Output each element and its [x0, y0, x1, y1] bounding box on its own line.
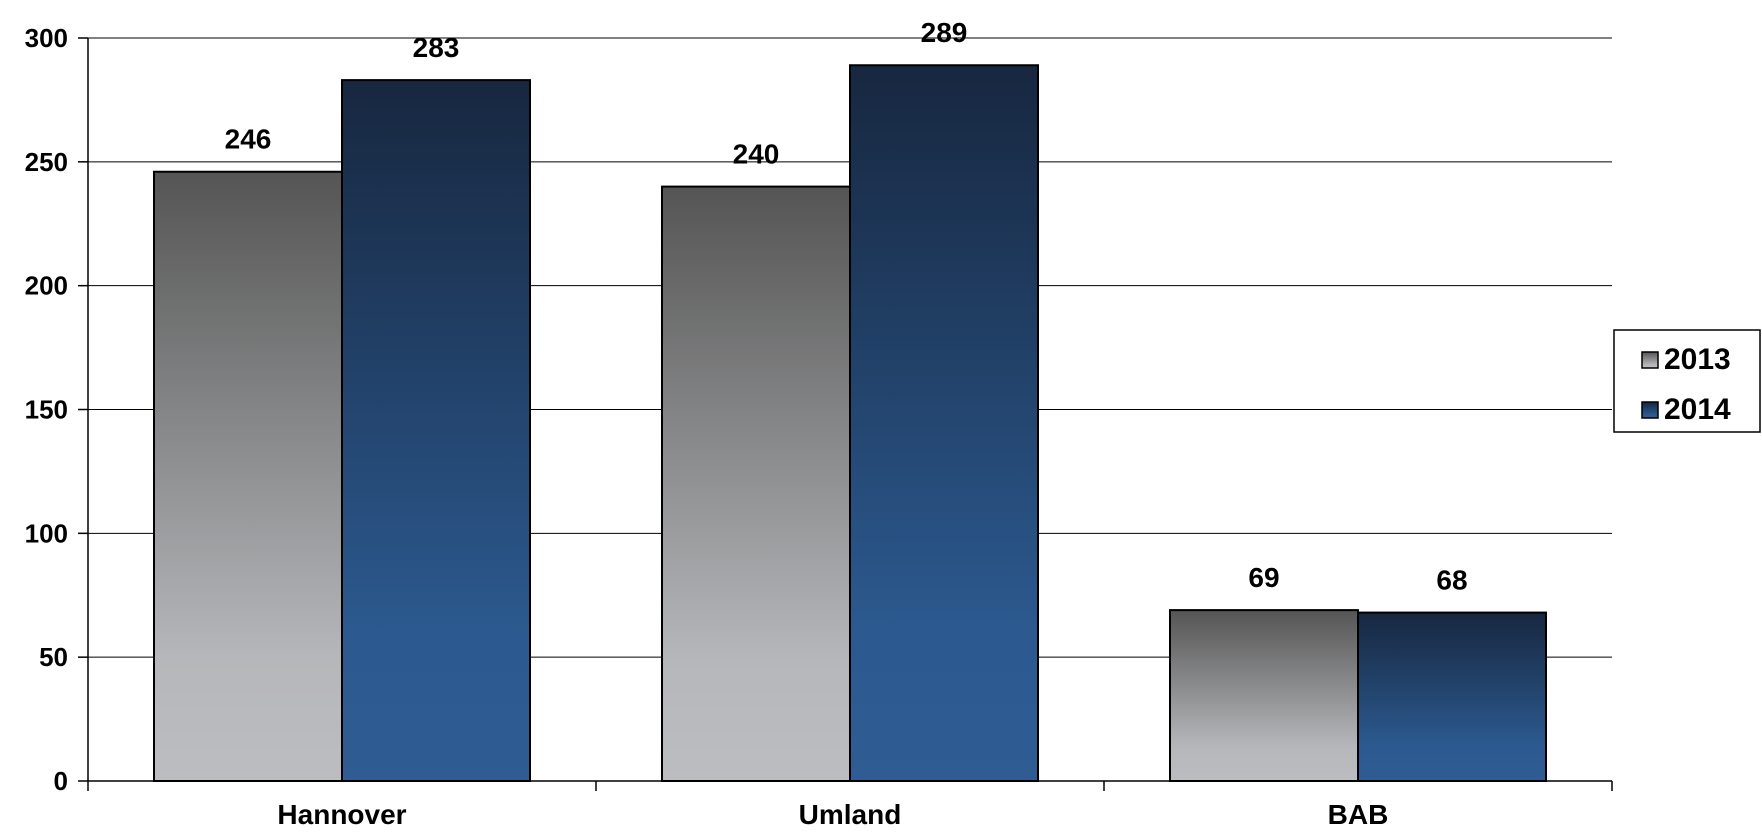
y-tick-label: 0	[54, 766, 68, 796]
bar-2014-umland	[849, 64, 1039, 782]
y-tick-label: 200	[25, 271, 68, 301]
y-tick-label: 50	[39, 642, 68, 672]
data-label: 240	[733, 139, 780, 170]
labels: 246 283 240 289 69 68	[225, 17, 1468, 595]
legend-label: 2014	[1664, 393, 1731, 426]
data-label: 289	[921, 17, 968, 48]
axes: 0 50 100 150 200 250 300 Hannover Umland BAB	[25, 23, 1613, 830]
x-category-label: BAB	[1328, 799, 1389, 830]
y-tick-label: 250	[25, 147, 68, 177]
data-label: 68	[1436, 565, 1467, 596]
legend-label: 2013	[1664, 343, 1731, 376]
legend-swatch	[1641, 401, 1659, 419]
data-label: 69	[1248, 562, 1279, 593]
legend-box	[1613, 329, 1761, 433]
x-category-label: Umland	[799, 799, 902, 830]
legend: 2013 2014	[1613, 329, 1761, 433]
x-category-label: Hannover	[277, 799, 406, 830]
bar-2013-hannover	[153, 170, 343, 783]
data-label: 246	[225, 124, 272, 155]
bar-2014-hannover	[341, 79, 531, 782]
bar-2013-bab	[1169, 609, 1359, 782]
legend-swatch	[1641, 351, 1659, 369]
bars	[153, 64, 1547, 783]
y-tick-label: 100	[25, 518, 68, 548]
data-label: 283	[413, 32, 460, 63]
y-tick-label: 300	[25, 23, 68, 53]
y-tick-label: 150	[25, 395, 68, 425]
bar-2014-bab	[1357, 611, 1547, 782]
bar-2013-umland	[661, 185, 851, 783]
